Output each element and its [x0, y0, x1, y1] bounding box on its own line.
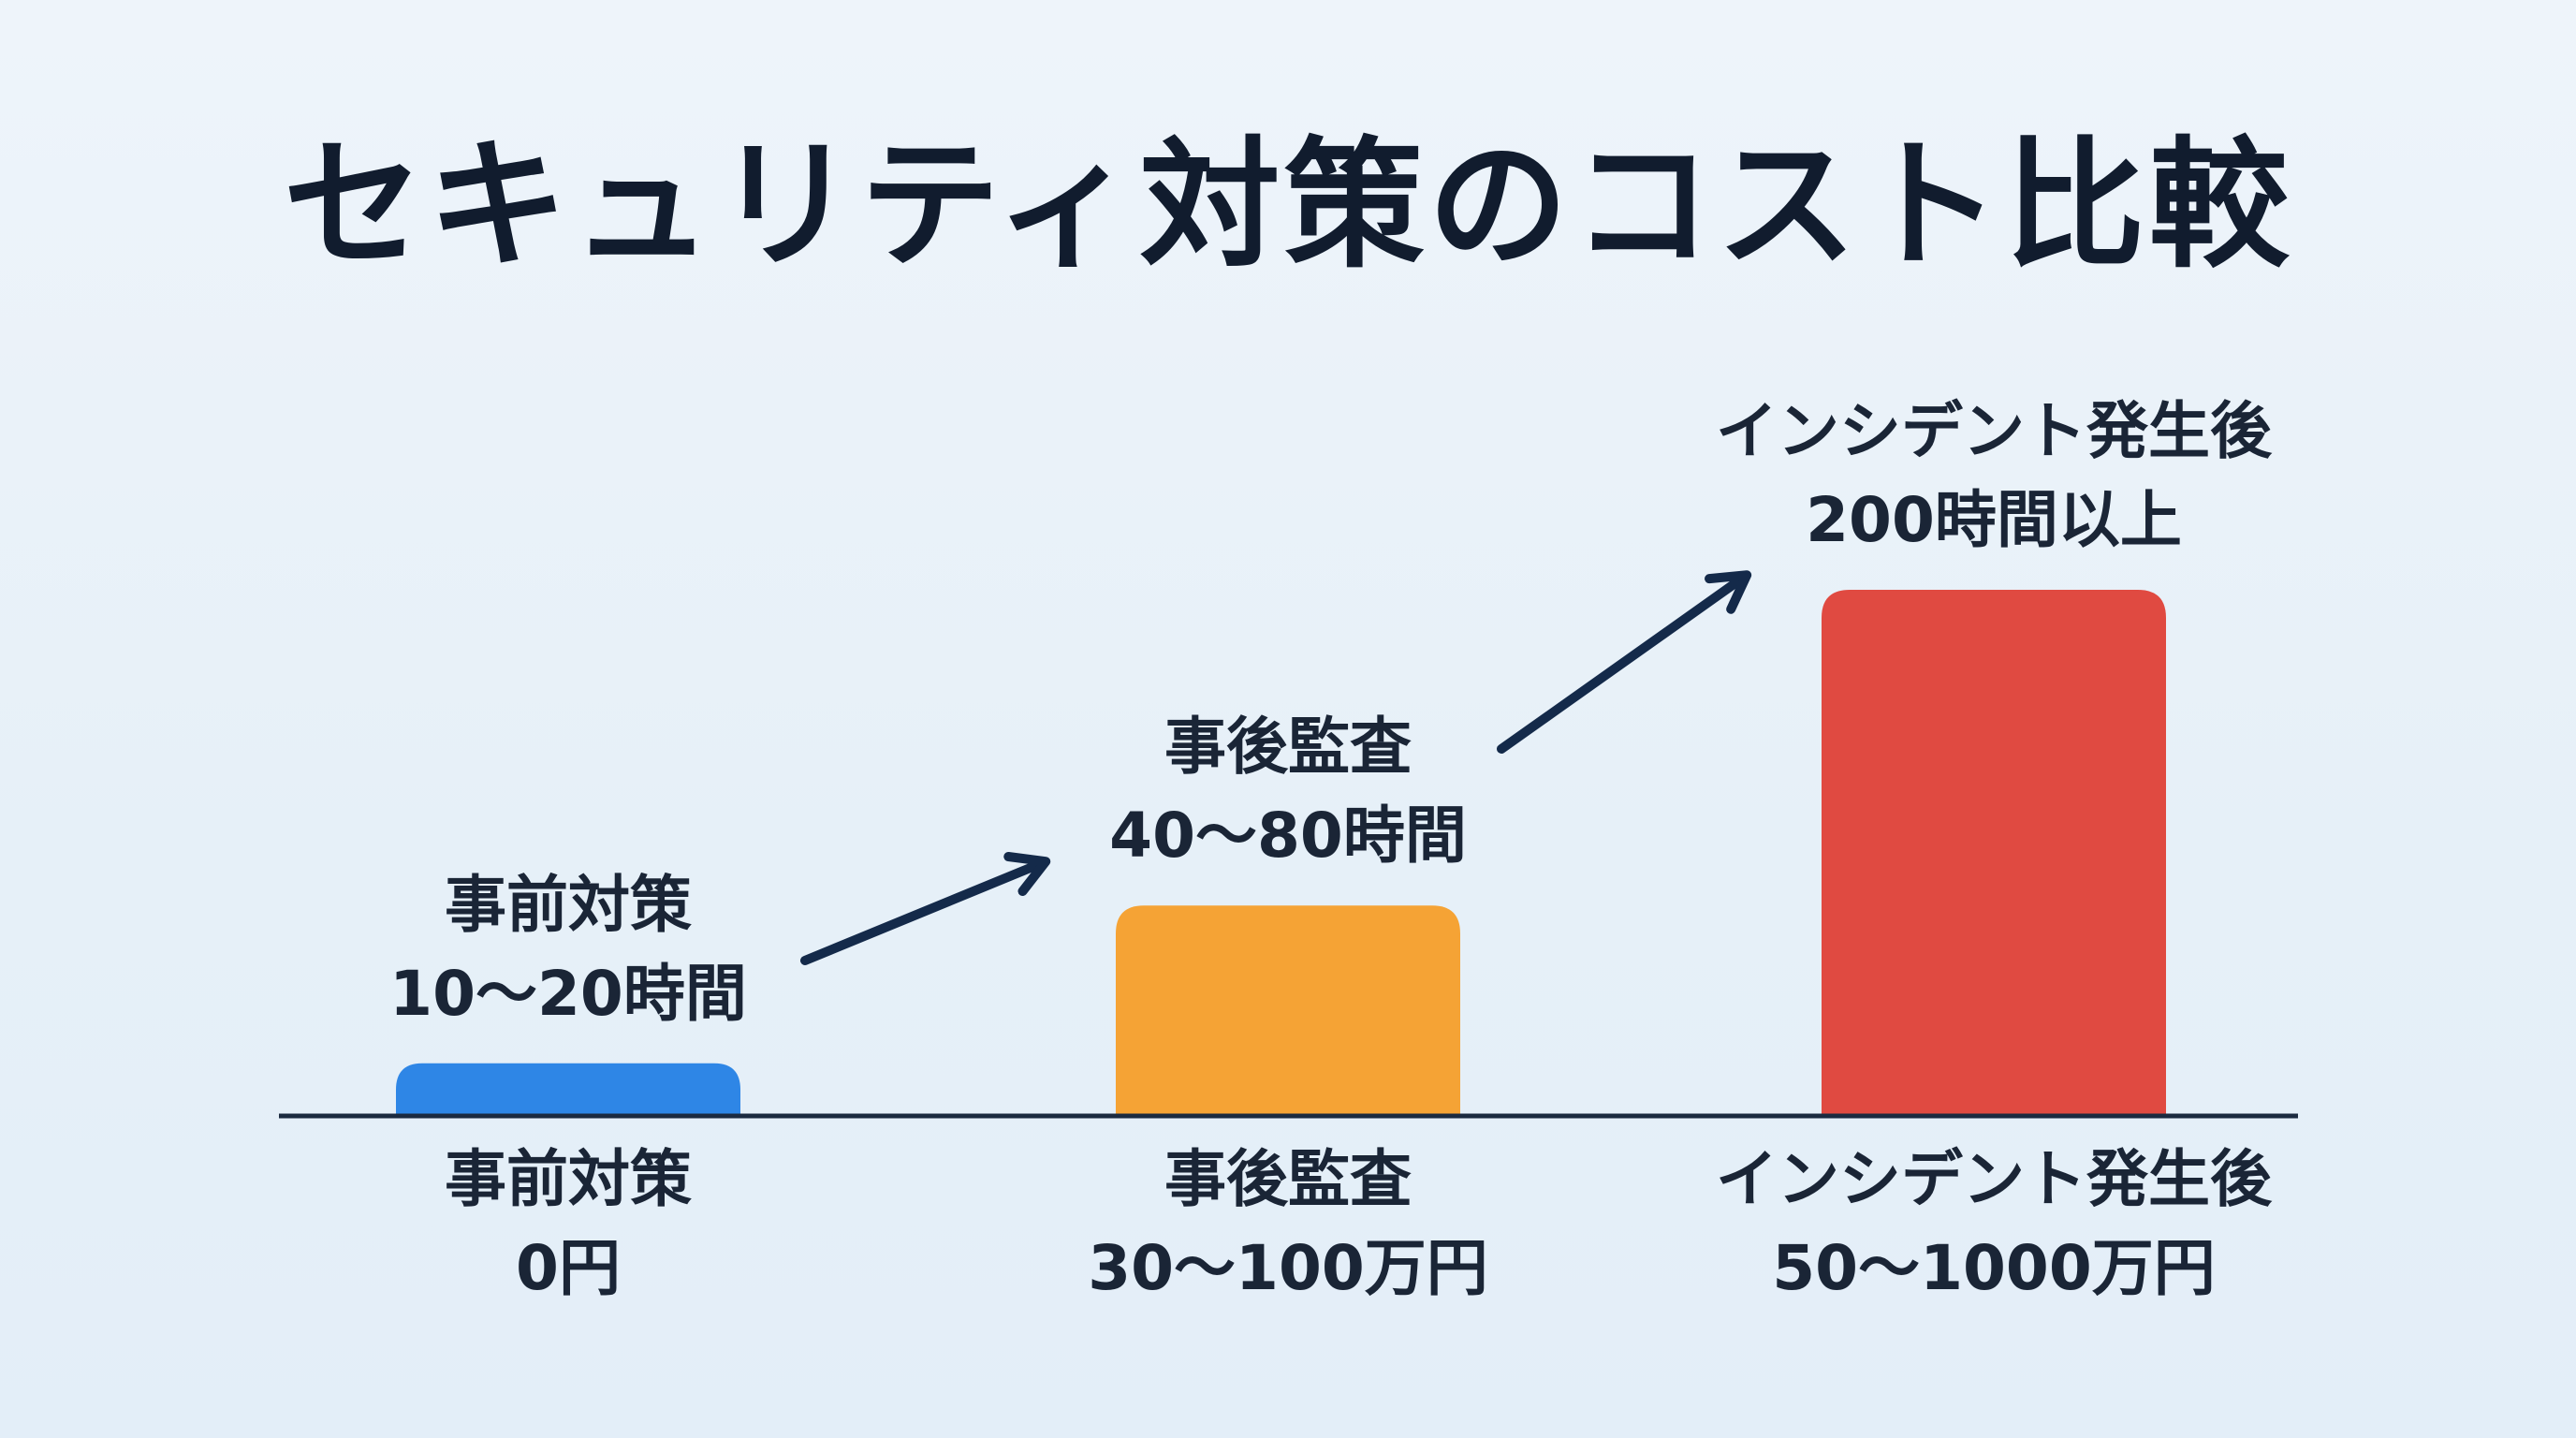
bar-label-1-name: 事前対策 — [445, 869, 692, 941]
cost-label-1: 0円 — [516, 1232, 621, 1304]
trend-arrow-2 — [1497, 570, 1752, 754]
cost-label-3: 50〜1000万円 — [1772, 1232, 2216, 1304]
bar-3 — [1822, 590, 2166, 1116]
category-label-1: 事前対策 — [445, 1143, 692, 1215]
cost-label-2: 30〜100万円 — [1088, 1232, 1488, 1304]
bar-label-2-value: 40〜80時間 — [1109, 800, 1467, 872]
bar-label-1-value: 10〜20時間 — [389, 958, 747, 1030]
bar-label-2-name: 事後監査 — [1164, 711, 1412, 783]
bar-label-3-name: インシデント発生後 — [1716, 395, 2273, 467]
category-label-3: インシデント発生後 — [1716, 1143, 2273, 1215]
bar-label-3-value: 200時間以上 — [1806, 484, 2182, 556]
bar-1 — [396, 1063, 740, 1116]
bar-2 — [1116, 905, 1460, 1116]
chart-title: セキュリティ対策のコスト比較 — [283, 125, 2293, 287]
trend-arrow-1 — [800, 852, 1051, 965]
category-label-2: 事後監査 — [1164, 1143, 1412, 1215]
